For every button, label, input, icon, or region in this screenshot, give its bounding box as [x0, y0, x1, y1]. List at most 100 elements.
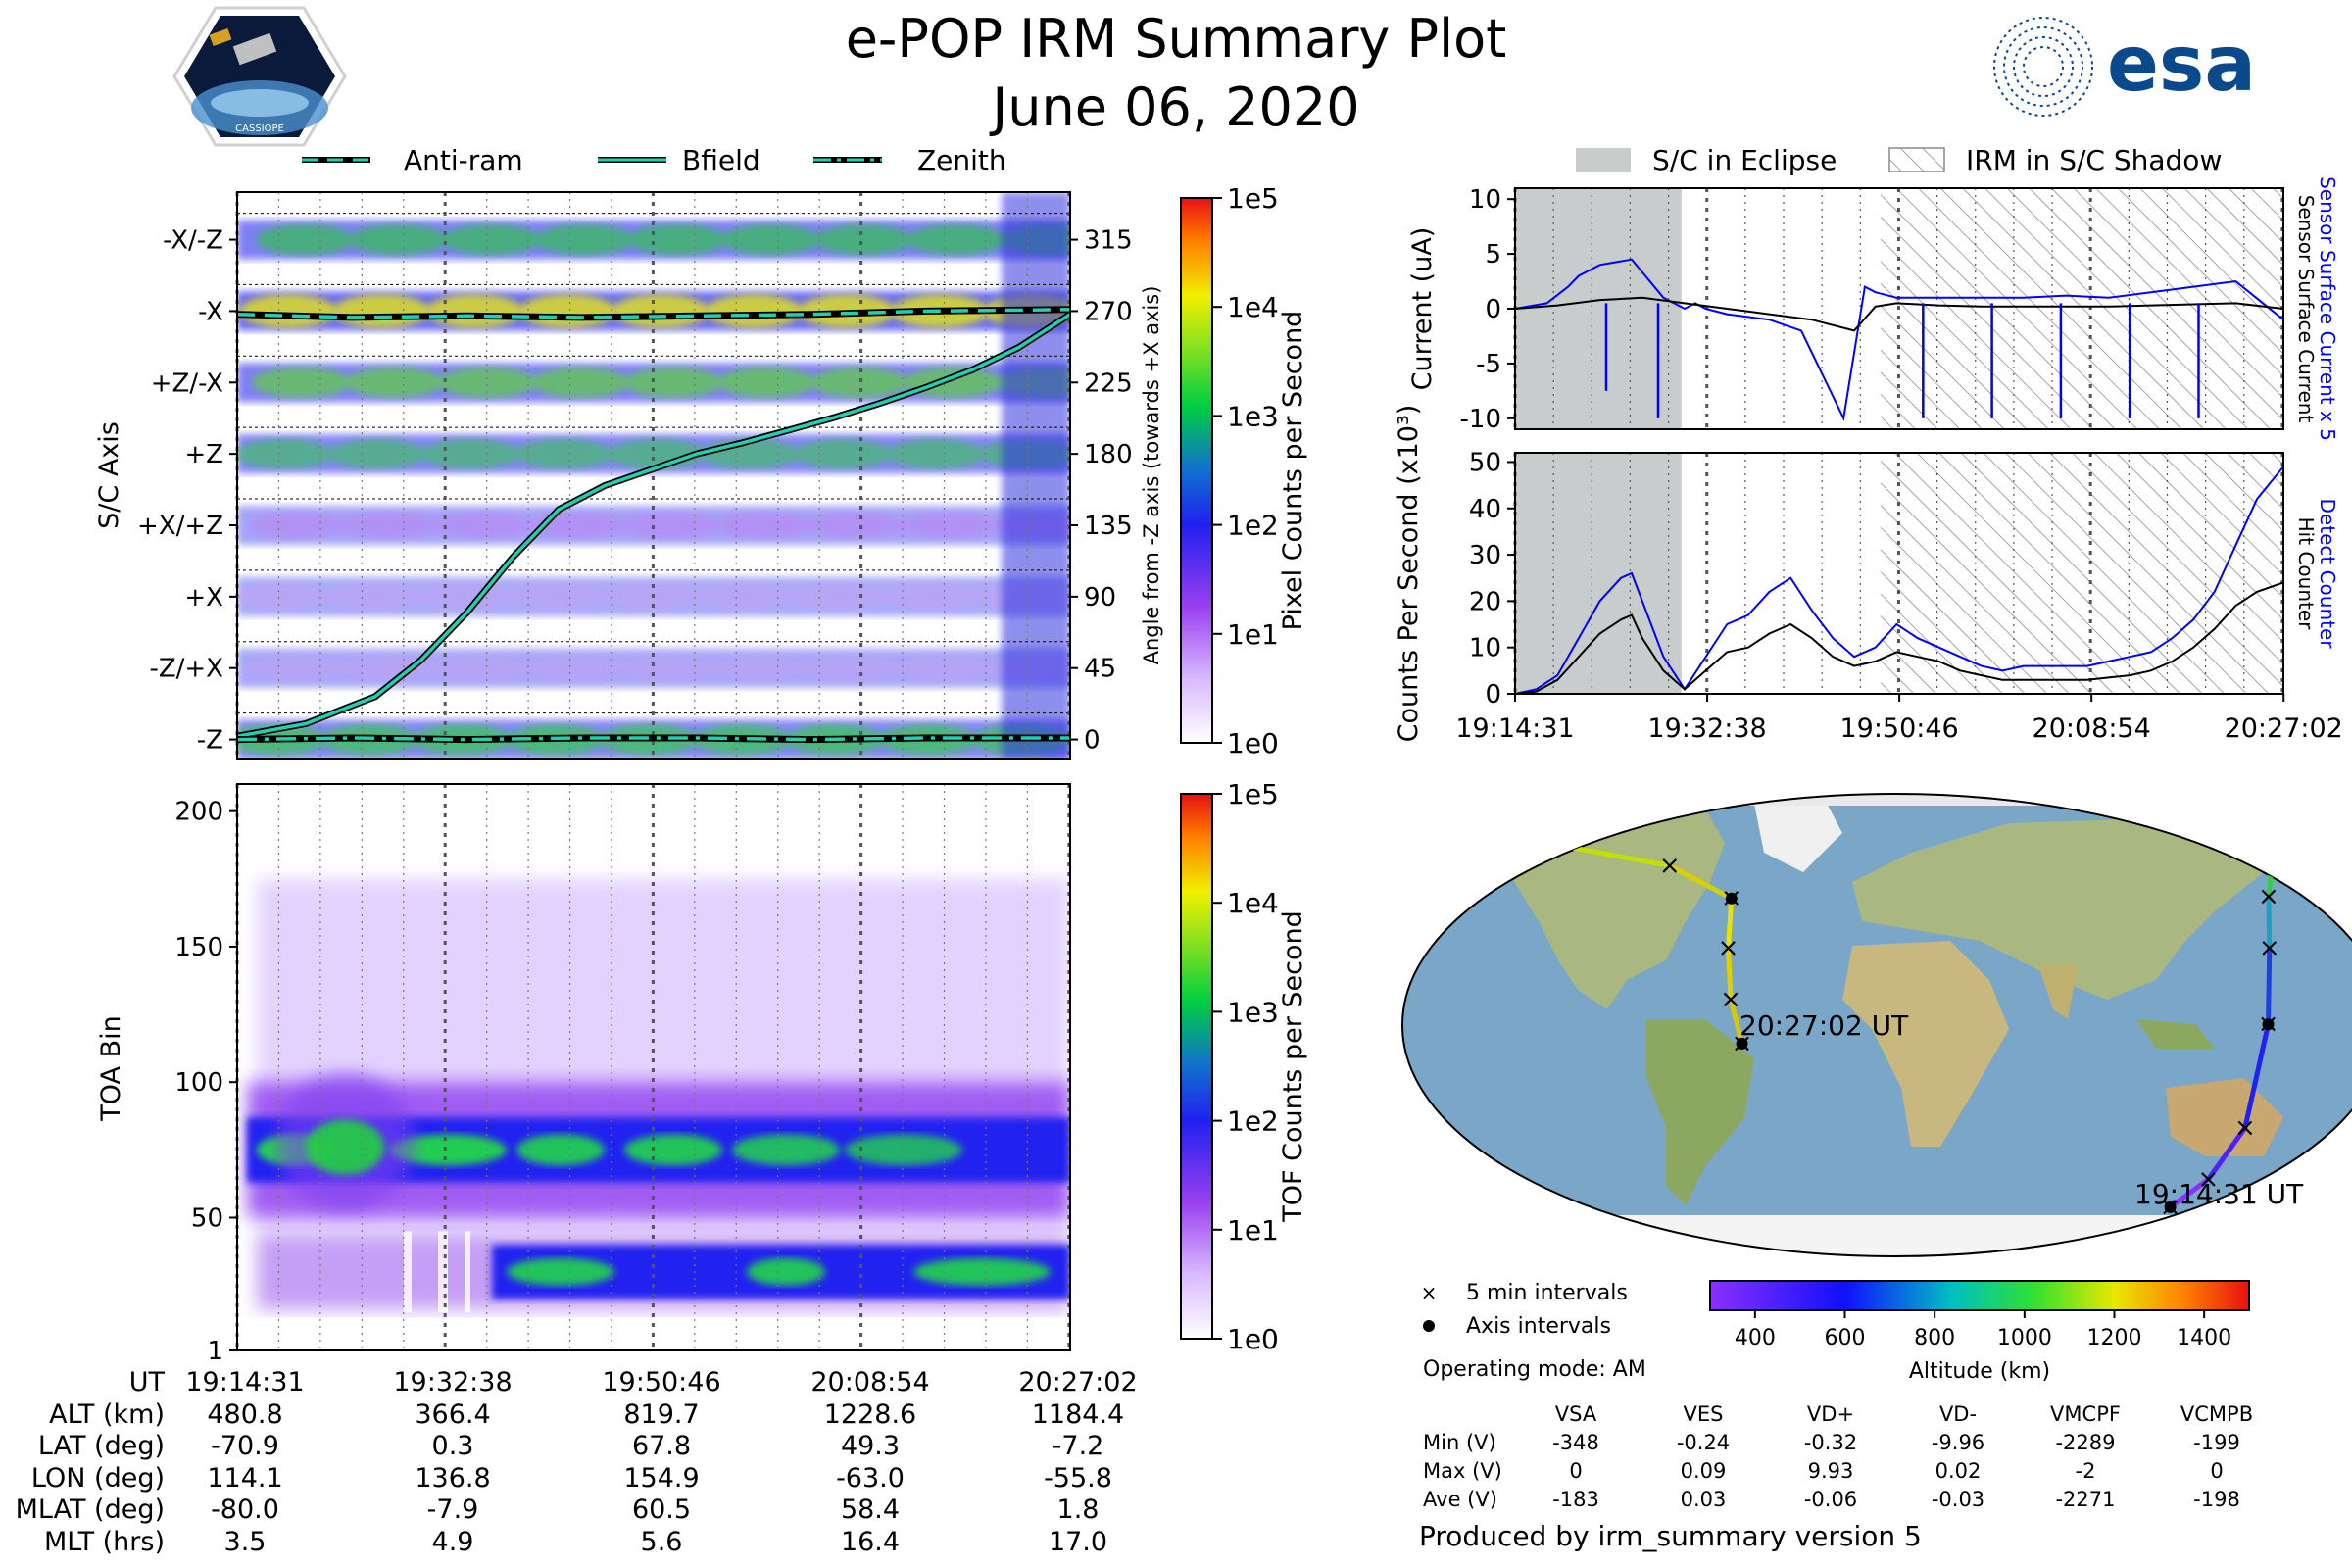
axis-interval-marker — [2262, 1018, 2275, 1031]
toa-data-gap — [404, 1231, 412, 1313]
axis-band-blob — [514, 438, 612, 469]
interval-row-label: UT — [129, 1367, 166, 1397]
interval-cell: 49.3 — [841, 1431, 900, 1461]
counts-right-label-2: Hit Counter — [2294, 517, 2318, 630]
voltage-cell: 0.03 — [1681, 1488, 1727, 1511]
axis-band-blob — [239, 294, 337, 328]
colorbar-tick-label: 1e1 — [1227, 1214, 1279, 1247]
axis-band-blob — [328, 438, 426, 469]
voltage-header: VMCPF — [2050, 1402, 2121, 1426]
esa-logo-text: esa — [2107, 21, 2256, 109]
y-tick-label: -5 — [1476, 350, 1501, 379]
toa-y-tick-label: 150 — [174, 933, 223, 962]
esa-logo: esa — [1993, 17, 2256, 117]
legend-shadow-swatch — [1888, 147, 1945, 172]
interval-time-label: 19:32:38 — [393, 1367, 512, 1397]
current-right-label-2: Sensor Surface Current — [2294, 195, 2318, 423]
interval-cell: 154.9 — [623, 1463, 699, 1494]
colorbar-tick-label: 1e4 — [1227, 291, 1279, 323]
five-min-marker-icon: × — [1421, 1281, 1438, 1304]
voltage-cell: 0.09 — [1681, 1459, 1727, 1483]
axis-interval-marker — [2164, 1200, 2177, 1213]
orbit-map: ××××××××××××× 20:27:02 UT 19:14:31 UT — [1401, 793, 2352, 1257]
axis-band-blob — [523, 655, 621, 681]
voltage-cell: -199 — [2193, 1431, 2240, 1454]
x-tick-label: 19:50:46 — [1839, 713, 1958, 744]
y-tick-label: 40 — [1469, 495, 1501, 524]
voltage-cell: -2 — [2076, 1459, 2096, 1483]
altitude-tick-label: 600 — [1825, 1326, 1866, 1350]
interval-cell: 17.0 — [1049, 1527, 1107, 1557]
voltage-cell: -348 — [1552, 1431, 1599, 1454]
current-plot-series — [1515, 258, 2283, 422]
counts-plot-background — [1513, 453, 2284, 694]
colorbar-tick-label: 1e4 — [1227, 887, 1279, 919]
x-tick-label: 20:27:02 — [2225, 713, 2343, 744]
axis-band-blob — [248, 512, 346, 539]
pixel-colorbar-label: Pixel Counts per Second — [1278, 311, 1308, 631]
toa-spectrogram-frame — [236, 783, 1071, 1351]
axis-band-blob — [713, 512, 811, 539]
toa-y-tick-label: 200 — [174, 798, 223, 827]
y-tick-label: 10 — [1469, 185, 1501, 215]
current-y-ticks: -10 -5 0 5 10 — [1460, 185, 1515, 434]
axis-grid-lines — [237, 213, 1070, 714]
axis-band-blob — [794, 438, 892, 469]
y-tick-label: 30 — [1469, 541, 1501, 570]
eclipse-legend: S/C in Eclipse IRM in S/C Shadow — [1576, 144, 2222, 176]
tof-colorbar-label: TOF Counts per Second — [1278, 910, 1308, 1223]
axis-band-blob — [430, 655, 528, 681]
legend-bfield: Bfield — [682, 144, 760, 176]
legend-anti-ram: Anti-ram — [404, 144, 523, 176]
five-min-marker-icon: × — [1659, 851, 1681, 880]
five-min-marker-icon: × — [1718, 933, 1740, 962]
axis-band-blob — [710, 655, 808, 681]
axis-category-label: -Z — [197, 726, 223, 756]
axis-band-blob — [438, 367, 536, 399]
axis-category-label: -Z/+X — [149, 655, 223, 684]
voltage-table: VSA VES VD+ VD- VMCPF VCMPB Min (V) -348 -0.24 -0… — [1423, 1402, 2253, 1511]
produced-by: Produced by irm_summary version 5 — [1419, 1520, 1922, 1552]
counts-plot-series — [1515, 466, 2283, 694]
axis-band-blob — [900, 512, 998, 539]
orbit-track-segment — [1668, 863, 1733, 901]
interval-row-label: MLT (hrs) — [44, 1527, 165, 1557]
axis-right-column — [1002, 192, 1070, 759]
axis-category-labels: -Z -Z/+X +X +X/+Z +Z +Z/-X -X -X/-Z — [137, 226, 237, 756]
toa-main-band-peak — [845, 1134, 962, 1166]
altitude-tick-label: 1200 — [2087, 1326, 2142, 1350]
axis-band-blob — [332, 294, 430, 328]
trace-legend: Anti-ram Bfield Zenith — [302, 144, 1006, 176]
voltage-cell: -183 — [1552, 1488, 1599, 1511]
counts-x-ticks: 19:14:31 19:32:38 19:50:46 20:08:54 20:27:02 — [1455, 694, 2343, 744]
interval-cell: 819.7 — [623, 1399, 699, 1430]
colorbar-tick-label: 1e5 — [1227, 778, 1279, 810]
axis-interval-marker-icon — [1423, 1320, 1435, 1332]
counts-ylabel: Counts Per Second (x10³) — [1394, 405, 1424, 743]
interval-time-label: 20:08:54 — [810, 1367, 929, 1397]
axis-band-blob — [237, 438, 333, 469]
axis-angle-ticks: 0 45 90 135 180 225 270 315 — [1070, 226, 1133, 756]
axis-band-blob — [883, 584, 981, 610]
interval-row-label: ALT (km) — [49, 1399, 165, 1430]
counts-right-label-1: Detect Counter — [2316, 499, 2339, 650]
axis-angle-label: 225 — [1084, 368, 1133, 398]
orbit-track-segment — [1725, 948, 1734, 1000]
axis-band-blob — [434, 512, 532, 539]
voltage-cell: -0.03 — [1932, 1488, 1984, 1511]
orbit-track-segment — [2242, 1023, 2271, 1129]
axis-band-blob — [244, 655, 342, 681]
five-min-marker-icon: × — [2197, 1164, 2219, 1194]
axis-band-blob — [417, 584, 515, 610]
axis-band-blob — [535, 223, 633, 256]
interval-cell: 114.1 — [207, 1463, 282, 1494]
axis-angle-label: 135 — [1084, 512, 1133, 541]
overlay-zenith-trace — [237, 736, 1070, 742]
legend-eclipse: S/C in Eclipse — [1652, 144, 1837, 176]
axis-angle-label: 0 — [1084, 726, 1101, 756]
axis-band-blob — [624, 367, 722, 399]
legend-zenith: Zenith — [917, 144, 1006, 176]
axis-band-blob — [814, 223, 912, 256]
eclipse-region — [1515, 453, 1682, 694]
voltage-cell: -2289 — [2055, 1431, 2115, 1454]
